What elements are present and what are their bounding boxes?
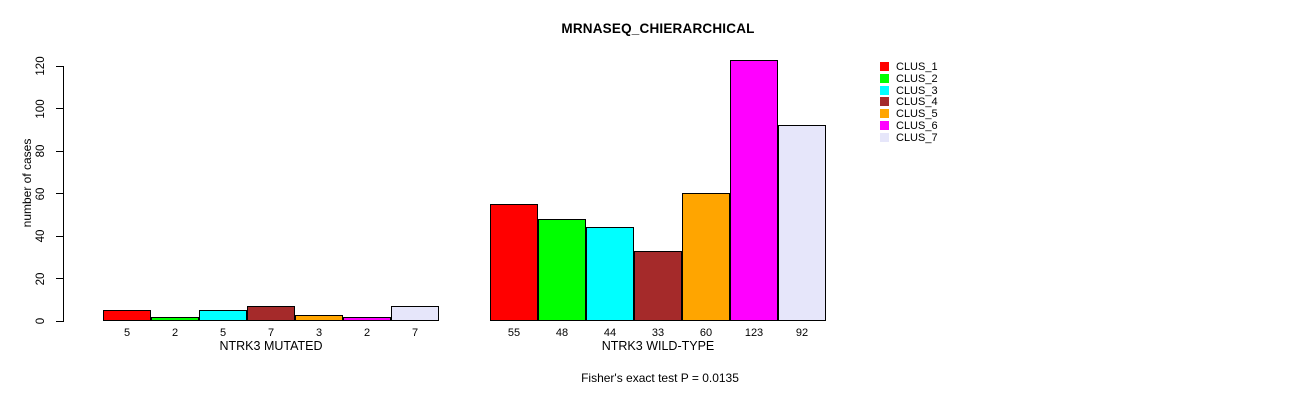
bar-value-label: 60 [699, 327, 713, 339]
y-axis-tick [56, 320, 64, 322]
bar-clus_2-ntrk3-wild-type [538, 219, 586, 321]
bar-value-label: 123 [744, 327, 764, 339]
y-axis-line [63, 66, 64, 322]
bar-value-label: 7 [411, 327, 419, 339]
bar-clus_6-ntrk3-wild-type [730, 60, 778, 321]
bar-value-label: 2 [171, 327, 179, 339]
y-axis-tick [56, 65, 64, 67]
bar-value-label: 92 [795, 327, 809, 339]
legend-swatch-clus_7 [880, 132, 889, 142]
bar-clus_1-ntrk3-wild-type [490, 204, 538, 321]
legend-swatch-clus_4 [880, 97, 889, 107]
bar-value-label: 2 [363, 327, 371, 339]
bar-clus_3-ntrk3-wild-type [586, 227, 634, 321]
bar-clus_7-ntrk3-wild-type [778, 125, 826, 321]
legend-label-clus_5: CLUS_5 [896, 108, 938, 121]
legend-label-clus_7: CLUS_7 [896, 131, 938, 144]
y-axis-tick [56, 193, 64, 194]
x-group-label: NTRK3 MUTATED [219, 339, 323, 353]
bar-value-label: 48 [555, 327, 569, 339]
bar-clus_7-ntrk3-mutated [391, 306, 439, 321]
bar-clus_4-ntrk3-wild-type [634, 251, 682, 321]
bar-clus_3-ntrk3-mutated [199, 310, 247, 321]
bar-value-label: 55 [507, 327, 521, 339]
bar-value-label: 5 [123, 327, 131, 339]
bar-value-label: 3 [315, 327, 323, 339]
bar-value-label: 44 [603, 327, 617, 339]
chart-title: MRNASEQ_CHIERARCHICAL [561, 21, 755, 36]
legend-swatch-clus_2 [880, 73, 889, 83]
x-group-label: NTRK3 WILD-TYPE [601, 339, 715, 353]
y-axis-tick [56, 278, 64, 279]
bar-clus_2-ntrk3-mutated [151, 317, 199, 321]
bar-value-label: 7 [267, 327, 275, 339]
legend-label-clus_3: CLUS_3 [896, 84, 938, 97]
bar-clus_5-ntrk3-wild-type [682, 193, 730, 321]
legend-label-clus_6: CLUS_6 [896, 120, 938, 132]
y-axis-tick [56, 108, 64, 109]
bar-clus_6-ntrk3-mutated [343, 317, 391, 321]
bar-value-label: 33 [651, 327, 665, 339]
bar-value-label: 5 [219, 327, 227, 339]
legend-label-clus_4: CLUS_4 [896, 96, 938, 109]
bar-clus_5-ntrk3-mutated [295, 315, 343, 321]
legend-swatch-clus_3 [880, 85, 889, 95]
legend-swatch-clus_5 [880, 109, 889, 119]
bar-clus_4-ntrk3-mutated [247, 306, 295, 321]
legend-label-clus_1: CLUS_1 [896, 61, 938, 73]
chart-caption: Fisher's exact test P = 0.0135 [581, 371, 739, 385]
y-axis-tick [56, 150, 64, 152]
legend-swatch-clus_1 [880, 62, 889, 71]
bar-clus_1-ntrk3-mutated [103, 310, 151, 321]
y-axis-tick [56, 235, 64, 237]
legend-label-clus_2: CLUS_2 [896, 72, 938, 85]
legend-swatch-clus_6 [880, 121, 889, 130]
